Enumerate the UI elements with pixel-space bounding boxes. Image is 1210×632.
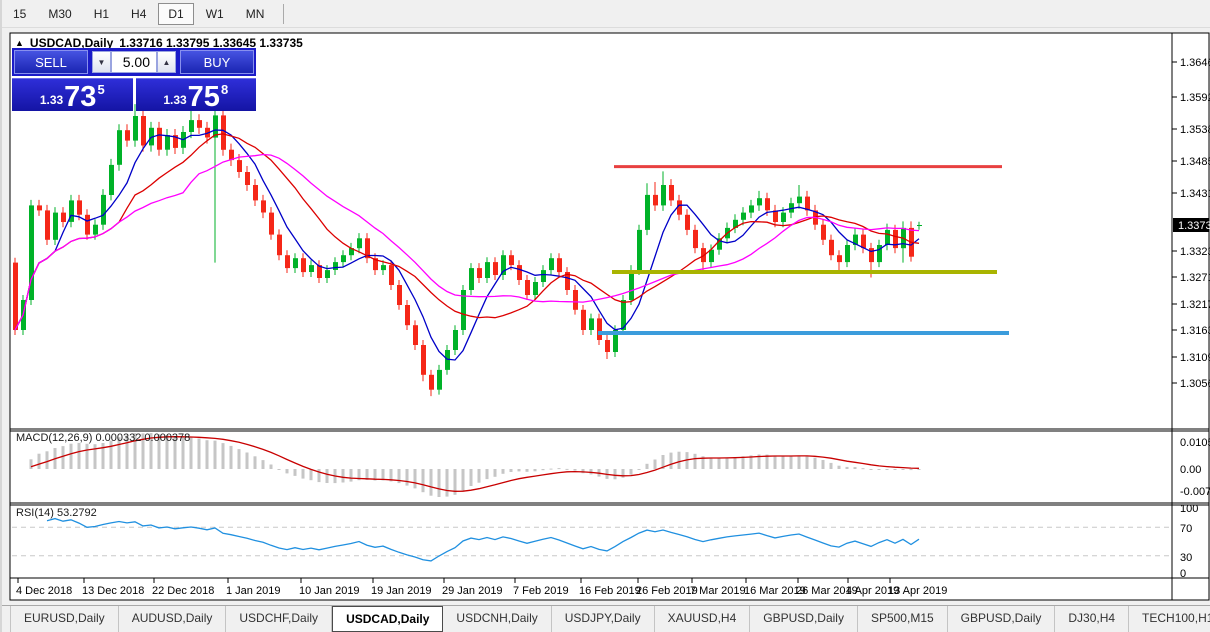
chart-tab-gbpusd-daily[interactable]: GBPUSD,Daily (948, 606, 1056, 632)
svg-text:30: 30 (1180, 552, 1192, 564)
chart-tabbar: EURUSD,Daily AUDUSD,Daily USDCHF,Daily USDC… (2, 605, 1210, 632)
hlines-layer (598, 165, 1009, 335)
chart-tab-usdjpy-daily[interactable]: USDJPY,Daily (552, 606, 655, 632)
buy-button[interactable]: BUY (180, 50, 254, 74)
timeframe-button-h1[interactable]: H1 (93, 6, 110, 21)
sell-price-big: 73 (64, 81, 97, 113)
svg-text:4 Apr 2019: 4 Apr 2019 (846, 585, 899, 597)
timeframe-button-m30[interactable]: M30 (48, 6, 72, 21)
chart-tab-usdcad-daily[interactable]: USDCAD,Daily (332, 606, 444, 632)
svg-text:100: 100 (1180, 503, 1198, 515)
svg-text:1.30565: 1.30565 (1180, 378, 1210, 390)
svg-text:70: 70 (1180, 523, 1192, 535)
svg-text:13 Dec 2018: 13 Dec 2018 (82, 585, 144, 597)
timeframe-button-d1[interactable]: D1 (158, 2, 194, 25)
macd-indicator-label: MACD(12,26,9) 0.000332 0.000378 (16, 432, 191, 444)
timeframe-button-h4[interactable]: H4 (131, 6, 147, 21)
volume-increase-button[interactable]: ▲ (157, 51, 176, 73)
svg-text:1.33735: 1.33735 (1178, 220, 1210, 232)
one-click-trading-panel: SELL ▼ 5.00 ▲ BUY 1.33 73 5 1.33 75 8 (12, 48, 256, 113)
sell-price-pip: 5 (97, 82, 105, 97)
svg-text:22 Dec 2018: 22 Dec 2018 (152, 585, 214, 597)
svg-text:7 Feb 2019: 7 Feb 2019 (513, 585, 569, 597)
buy-price-pip: 8 (220, 82, 229, 97)
svg-text:0.010525: 0.010525 (1180, 437, 1210, 449)
svg-text:0.00: 0.00 (1180, 464, 1201, 476)
svg-text:26 Feb 2019: 26 Feb 2019 (636, 585, 698, 597)
timeframe-button-mn[interactable]: MN (245, 6, 265, 21)
chart-tab-usdchf-daily[interactable]: USDCHF,Daily (226, 606, 333, 632)
chart-ohlc-values: 1.33716 1.33795 1.33645 1.33735 (119, 36, 303, 50)
chart-tab-audusd-daily[interactable]: AUDUSD,Daily (119, 606, 227, 632)
svg-text:29 Jan 2019: 29 Jan 2019 (442, 585, 503, 597)
date-axis: 4 Dec 2018 13 Dec 2018 22 Dec 2018 1 Jan 20… (16, 578, 947, 597)
chart-tab-usdcnh-daily[interactable]: USDCNH,Daily (443, 606, 552, 632)
svg-text:16 Mar 2019: 16 Mar 2019 (744, 585, 806, 597)
svg-text:16 Feb 2019: 16 Feb 2019 (579, 585, 641, 597)
svg-text:1.34855: 1.34855 (1180, 156, 1210, 168)
macd-pane (29, 433, 921, 497)
caret-up-icon: ▲ (162, 57, 171, 67)
svg-text:26 Mar 2019: 26 Mar 2019 (796, 585, 858, 597)
svg-text:1.34315: 1.34315 (1180, 188, 1210, 200)
svg-text:1.31090: 1.31090 (1180, 352, 1210, 364)
svg-text:1.35380: 1.35380 (1180, 124, 1210, 136)
chart-frame (9, 32, 1210, 601)
volume-stepper: ▼ 5.00 ▲ (92, 50, 176, 74)
chart-symbol-label: USDCAD,Daily (29, 36, 114, 50)
volume-decrease-button[interactable]: ▼ (92, 51, 111, 73)
chart-tab-tech100-h1[interactable]: TECH100,H1 (1129, 606, 1210, 632)
timeframe-button-w1[interactable]: W1 (205, 6, 224, 21)
svg-text:1.31630: 1.31630 (1180, 325, 1210, 337)
svg-text:1 Jan 2019: 1 Jan 2019 (226, 585, 280, 597)
svg-text:19 Jan 2019: 19 Jan 2019 (371, 585, 432, 597)
collapse-panel-icon[interactable]: ▲ (15, 38, 24, 48)
chart-tab-gbpusd-daily[interactable]: GBPUSD,Daily (750, 606, 858, 632)
caret-down-icon: ▼ (97, 57, 106, 67)
sell-button[interactable]: SELL (14, 50, 88, 74)
sell-price-prefix: 1.33 (39, 93, 64, 107)
rsi-indicator-label: RSI(14) 53.2792 (16, 507, 97, 519)
volume-input[interactable]: 5.00 (111, 51, 157, 73)
chart-tab-eurusd-daily[interactable]: EURUSD,Daily (10, 606, 119, 632)
buy-price-prefix: 1.33 (163, 93, 187, 107)
toolbar-separator (283, 3, 285, 24)
chart-title: ▲ USDCAD,Daily 1.33716 1.33795 1.33645 1… (15, 36, 303, 50)
moving-averages-layer (14, 129, 920, 361)
svg-text:1.35920: 1.35920 (1180, 92, 1210, 104)
svg-text:-0.0073: -0.0073 (1180, 486, 1210, 498)
sell-price-display[interactable]: 1.33 73 5 (12, 78, 133, 113)
svg-text:4 Dec 2018: 4 Dec 2018 (16, 585, 72, 597)
rsi-pane (12, 517, 1170, 562)
chart-tab-dj30-h4[interactable]: DJ30,H4 (1055, 606, 1130, 632)
svg-text:1.36460: 1.36460 (1180, 57, 1210, 69)
svg-text:10 Jan 2019: 10 Jan 2019 (299, 585, 360, 597)
timeframe-toolbar: 15 M30 H1 H4 D1 W1 MN (2, 0, 1210, 28)
buy-price-display[interactable]: 1.33 75 8 (135, 78, 256, 113)
price-axis: 1.36460 1.35920 1.35380 1.34855 1.34315 1.332… (1172, 57, 1210, 580)
svg-text:0: 0 (1180, 568, 1186, 580)
svg-text:1.32710: 1.32710 (1180, 272, 1210, 284)
svg-text:1.32170: 1.32170 (1180, 299, 1210, 311)
chart-tab-xauusd-h4[interactable]: XAUUSD,H4 (655, 606, 751, 632)
timeframe-button-15[interactable]: 15 (13, 6, 27, 21)
svg-text:13 Apr 2019: 13 Apr 2019 (888, 585, 947, 597)
chart-tab-sp500-m15[interactable]: SP500,M15 (858, 606, 948, 632)
svg-text:1.33235: 1.33235 (1180, 246, 1210, 258)
buy-price-big: 75 (187, 81, 220, 113)
svg-text:7 Mar 2019: 7 Mar 2019 (690, 585, 746, 597)
